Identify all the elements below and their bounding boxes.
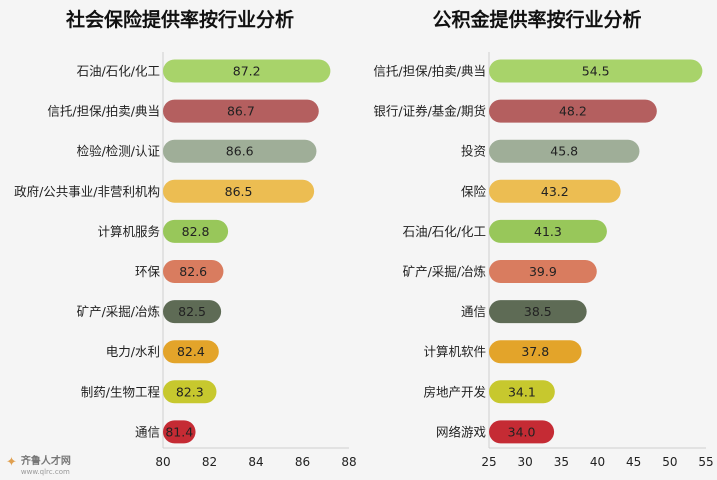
data-label: 82.6 xyxy=(179,264,207,279)
category-label: 投资 xyxy=(461,144,486,159)
category-label: 环保 xyxy=(135,264,161,279)
data-label: 82.4 xyxy=(177,344,205,359)
x-tick-label: 25 xyxy=(481,455,496,469)
x-tick-label: 80 xyxy=(155,455,170,469)
chart-title-housing-fund: 公积金提供率按行业分析 xyxy=(432,8,641,31)
bar[interactable] xyxy=(163,219,229,243)
data-label: 86.5 xyxy=(225,184,253,199)
x-tick-label: 50 xyxy=(662,455,677,469)
category-label: 保险 xyxy=(461,184,487,199)
data-label: 34.0 xyxy=(508,424,536,439)
category-label: 银行/证券/基金/期货 xyxy=(373,104,486,119)
bar[interactable] xyxy=(163,340,219,364)
bar[interactable] xyxy=(163,179,315,203)
x-tick-label: 35 xyxy=(554,455,569,469)
data-label: 37.8 xyxy=(521,344,549,359)
x-tick-label: 84 xyxy=(248,455,263,469)
logo-name: 齐鲁人才网 xyxy=(20,455,71,467)
x-tick-label: 82 xyxy=(202,455,217,469)
category-label: 制药/生物工程 xyxy=(81,384,161,399)
category-label: 计算机服务 xyxy=(97,224,160,239)
bar[interactable] xyxy=(489,260,597,283)
bar[interactable] xyxy=(163,59,331,83)
x-tick-label: 45 xyxy=(626,455,641,469)
bar[interactable] xyxy=(163,300,222,324)
data-label: 86.6 xyxy=(226,144,254,159)
x-tick-label: 30 xyxy=(518,455,533,469)
x-tick-label: 40 xyxy=(590,455,605,469)
category-label: 通信 xyxy=(461,304,486,319)
category-label: 矿产/采掘/冶炼 xyxy=(77,304,160,319)
category-label: 石油/石化/化工 xyxy=(77,64,160,79)
bar[interactable] xyxy=(489,420,555,444)
logo-url: www.qlrc.com xyxy=(20,467,70,476)
data-label: 82.3 xyxy=(176,384,204,399)
category-label: 电力/水利 xyxy=(106,344,160,359)
category-label: 房地产开发 xyxy=(423,384,486,399)
data-label: 54.5 xyxy=(582,64,610,79)
bar[interactable] xyxy=(489,340,582,364)
data-label: 43.2 xyxy=(541,184,569,199)
housing-fund-chart: 信托/担保/拍卖/典当 54.5 银行/证券/基金/期货 48.2 投资 45.8 保险 43… xyxy=(373,52,714,469)
bar[interactable] xyxy=(489,300,587,324)
category-label: 信托/担保/拍卖/典当 xyxy=(373,64,486,79)
qlrc-logo: ✦ 齐鲁人才网 www.qlrc.com xyxy=(6,451,71,476)
category-label: 石油/石化/化工 xyxy=(403,224,486,239)
data-label: 87.2 xyxy=(233,64,261,79)
bar[interactable] xyxy=(489,99,657,123)
category-label: 政府/公共事业/非营利机构 xyxy=(14,184,160,199)
category-label: 网络游戏 xyxy=(436,424,486,439)
bar[interactable] xyxy=(489,179,621,203)
data-label: 82.8 xyxy=(182,224,210,239)
data-label: 81.4 xyxy=(165,424,193,439)
bar[interactable] xyxy=(489,59,703,83)
x-tick-label: 86 xyxy=(295,455,310,469)
bar[interactable] xyxy=(163,99,319,123)
bar[interactable] xyxy=(489,380,555,404)
bar[interactable] xyxy=(163,260,224,283)
bar[interactable] xyxy=(163,139,317,163)
x-tick-label: 88 xyxy=(341,455,356,469)
data-label: 86.7 xyxy=(227,104,255,119)
x-tick-label: 55 xyxy=(698,455,713,469)
category-label: 检验/检测/认证 xyxy=(77,144,161,159)
data-label: 45.8 xyxy=(550,144,578,159)
bar[interactable] xyxy=(163,380,217,404)
category-label: 矿产/采掘/冶炼 xyxy=(403,264,486,279)
logo-mark: ✦ xyxy=(6,454,17,470)
data-label: 82.5 xyxy=(178,304,206,319)
bar[interactable] xyxy=(489,139,640,163)
bar[interactable] xyxy=(489,219,607,243)
category-label: 信托/担保/拍卖/典当 xyxy=(47,104,160,119)
data-label: 48.2 xyxy=(559,104,587,119)
social-insurance-chart: 石油/石化/化工 87.2 信托/担保/拍卖/典当 86.7 检验/检测/认证 86.6 政… xyxy=(14,52,357,469)
data-label: 38.5 xyxy=(524,304,552,319)
data-label: 41.3 xyxy=(534,224,562,239)
data-label: 39.9 xyxy=(529,264,557,279)
category-label: 通信 xyxy=(135,424,160,439)
data-label: 34.1 xyxy=(508,384,536,399)
bar[interactable] xyxy=(163,420,196,444)
category-label: 计算机软件 xyxy=(423,344,486,359)
chart-title-social-insurance: 社会保险提供率按行业分析 xyxy=(65,8,294,31)
